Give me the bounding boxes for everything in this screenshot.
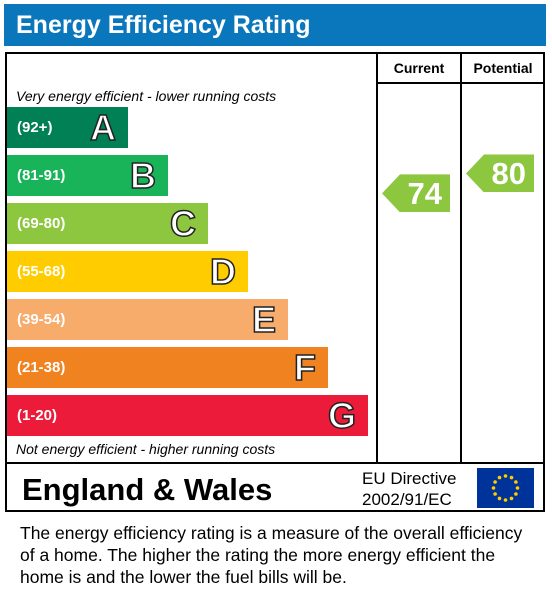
top-note: Very energy efficient - lower running co… [16,88,277,104]
potential-rating-value: 80 [491,156,526,192]
band-a: (92+) A [7,106,128,149]
flag-star [514,480,518,484]
band-g: (1-20) G [7,394,368,437]
band-letter: F [293,346,317,389]
flag-star [497,496,502,501]
flag-star [515,486,520,490]
directive-line-1: EU Directive [362,469,457,488]
band-d: (55-68) D [7,250,248,293]
band-c: (69-80) C [7,202,208,245]
flag-star [503,474,508,478]
flag-star [509,475,514,480]
band-letter: E [251,298,277,341]
current-column-header: Current [393,60,445,76]
band-range-label: (81-91) [17,167,66,184]
bottom-note: Not energy efficient - higher running co… [16,441,276,457]
flag-star [503,498,508,502]
band-letter: B [129,154,157,197]
band-letter: G [327,394,357,437]
band-letter: C [169,202,197,245]
band-letter: D [209,250,237,293]
potential-column-header: Potential [473,60,533,76]
rating-chart [5,52,545,512]
band-range-label: (69-80) [17,215,66,232]
flag-star [491,486,496,490]
band-letter: A [89,106,117,149]
band-range-label: (55-68) [17,263,66,280]
eu-flag-icon [477,468,534,508]
band-f: (21-38) F [7,346,328,389]
band-range-label: (21-38) [17,359,66,376]
band-range-label: (92+) [17,119,53,136]
page-title: Energy Efficiency Rating [4,4,546,46]
flag-star [493,480,497,484]
band-range-label: (39-54) [17,311,66,328]
column-header-divider [376,82,545,84]
eu-directive: EU Directive 2002/91/EC [362,468,456,510]
description-text: The energy efficiency rating is a measur… [20,523,523,587]
potential-column-divider [460,52,462,463]
band-e: (39-54) E [7,298,288,341]
directive-line-2: 2002/91/EC [362,490,452,509]
band-b: (81-91) B [7,154,168,197]
region-label: England & Wales [22,472,273,507]
footer-divider [5,462,545,464]
flag-star [493,492,497,496]
current-column-divider [376,52,378,463]
flag-star [509,496,514,501]
current-rating-value: 74 [407,176,442,212]
band-range-label: (1-20) [17,407,58,424]
flag-star [497,475,502,480]
flag-star [514,492,518,496]
